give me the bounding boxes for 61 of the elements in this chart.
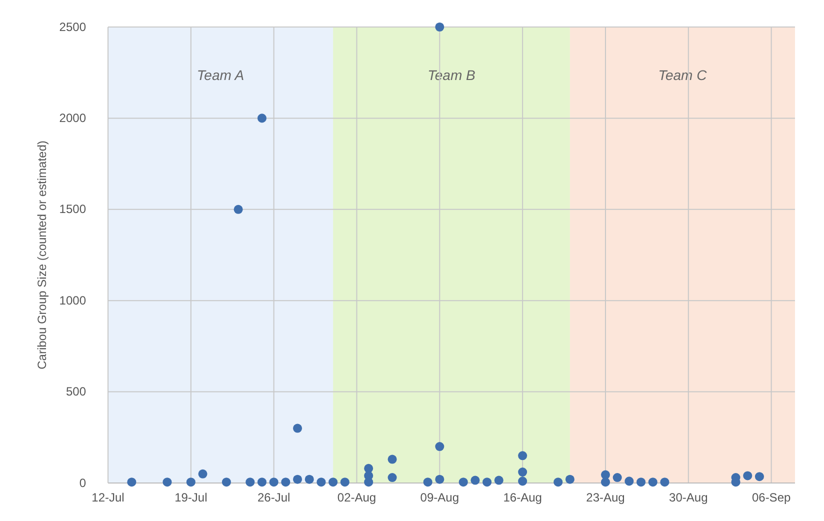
point [624,476,634,486]
band-label: Team B [428,67,476,83]
point [234,204,243,214]
point [600,478,610,487]
band-label: Team A [196,67,244,83]
point [257,478,266,487]
point [660,478,670,487]
point [518,468,528,477]
point [554,478,563,487]
point [494,476,504,485]
y-tick-label: 2500 [59,20,86,34]
point [482,478,492,487]
y-tick-label: 2000 [59,111,86,126]
x-tick-label: 12-Jul [92,490,124,505]
point [518,451,528,460]
point [127,478,136,487]
point [198,469,208,478]
point [269,478,278,487]
point [435,22,444,32]
x-tick-label: 02-Aug [337,490,376,505]
point [304,474,314,484]
point [435,474,444,484]
point [743,471,752,480]
point [458,478,468,487]
point [754,472,764,482]
point [565,474,574,484]
x-tick-label: 23-Aug [586,490,625,505]
x-tick-label: 19-Jul [174,490,208,505]
y-tick-label: 500 [66,384,86,399]
point [612,473,622,482]
point [648,478,658,487]
band-label: Team C [658,67,708,83]
y-axis-title: Caribou Group Size (counted or estimated) [35,140,49,370]
point [435,442,444,452]
point [162,478,172,487]
y-tick-label: 0 [79,476,86,490]
point [328,478,338,487]
point [257,114,266,123]
point [518,476,528,486]
y-tick-label: 1000 [59,293,86,308]
point [222,478,231,487]
point [246,478,255,487]
y-tick-label: 1500 [59,202,86,216]
point [293,474,302,484]
point [316,478,326,487]
point [423,478,432,487]
point [281,478,290,487]
point [364,478,374,487]
point [470,476,480,485]
x-tick-label: 09-Aug [420,490,460,505]
point [364,464,374,473]
point [636,478,646,487]
point [340,478,350,487]
x-tick-label: 26-Jul [257,490,290,505]
x-tick-label: 16-Aug [503,490,542,505]
point [388,473,397,482]
x-tick-label: 06-Sep [752,490,791,505]
point [293,424,302,433]
point [388,454,397,464]
point [186,478,196,487]
x-tick-label: 30-Aug [669,490,708,505]
